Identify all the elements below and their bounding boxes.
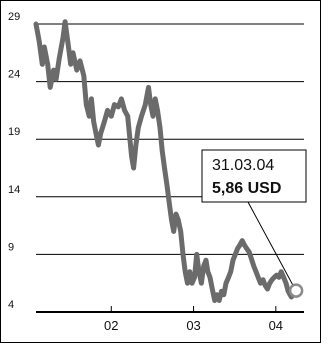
y-tick-label-9: 9	[8, 241, 14, 253]
x-tick-label-03: 03	[186, 318, 200, 333]
y-tick-label-4: 4	[8, 299, 14, 311]
y-tick-label-29: 29	[8, 11, 20, 23]
y-tick-label-14: 14	[8, 184, 20, 196]
y-tick-label-19: 19	[8, 126, 20, 138]
x-axis-ticks: 02 03 04	[104, 306, 283, 333]
callout-value-label: 5,86 USD	[212, 180, 281, 197]
value-callout: 31.03.04 5,86 USD	[201, 149, 307, 298]
y-tick-label-24: 24	[8, 69, 20, 81]
y-axis-ticks: 29 24 19 14 9 4	[8, 11, 20, 311]
last-value-marker	[288, 283, 304, 298]
price-series	[33, 19, 299, 303]
series-line-0	[33, 19, 299, 303]
x-tick-label-04: 04	[269, 318, 283, 333]
callout-date-label: 31.03.04	[212, 157, 274, 174]
callout-box	[201, 149, 307, 203]
x-tick-label-02: 02	[104, 318, 118, 333]
callout-leader-line	[247, 201, 294, 286]
chart-frame	[0, 0, 321, 343]
